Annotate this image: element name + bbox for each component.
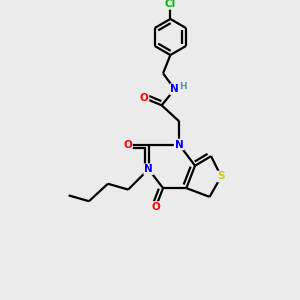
Text: Cl: Cl	[165, 0, 176, 9]
Text: O: O	[140, 93, 148, 103]
Text: N: N	[175, 140, 183, 149]
Text: N: N	[144, 164, 153, 174]
Text: S: S	[218, 172, 225, 182]
Text: O: O	[152, 202, 160, 212]
Text: H: H	[179, 82, 187, 91]
Text: N: N	[170, 84, 179, 94]
Text: O: O	[123, 140, 132, 149]
